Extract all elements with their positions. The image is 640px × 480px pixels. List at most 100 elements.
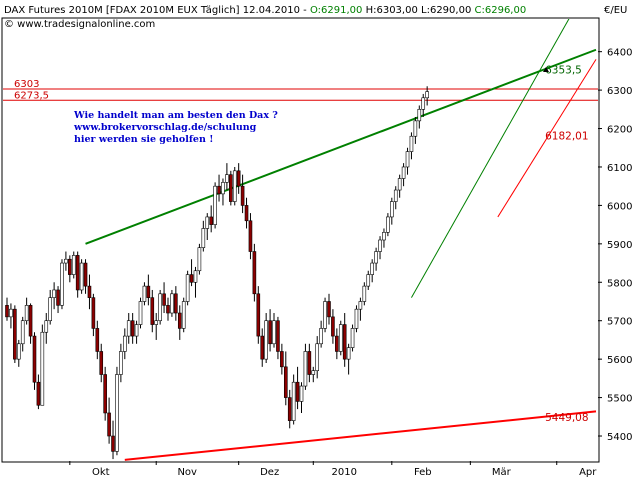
candle-body xyxy=(390,201,394,218)
copyright-text: © www.tradesignalonline.com xyxy=(4,19,155,30)
candle-body xyxy=(75,255,80,291)
y-tick-label: 6200 xyxy=(607,125,632,136)
candle-body xyxy=(350,328,355,348)
annotation-line-2: www.brokervorschlag.de/schulung xyxy=(73,122,257,133)
chart-header: DAX Futures 2010M [FDAX 2010M EUX Täglic… xyxy=(4,5,526,16)
candle-body xyxy=(68,258,72,275)
candle-body xyxy=(209,216,213,225)
candle-body xyxy=(417,109,422,122)
x-axis: Okt Nov Dez 2010 Feb Mär Apr xyxy=(69,461,597,478)
y-tick-label: 6300 xyxy=(607,86,632,97)
header-open: O:6291,00 xyxy=(310,5,362,16)
candle-body xyxy=(264,320,268,360)
value-label: 6353,5 xyxy=(545,65,582,77)
candle-body xyxy=(221,182,225,195)
y-tick-label: 5900 xyxy=(607,240,632,251)
candle-body xyxy=(268,320,272,345)
candle-body xyxy=(252,251,257,295)
x-tick-label: Okt xyxy=(92,467,110,478)
trendline-green-upper xyxy=(85,48,597,245)
candle-body xyxy=(260,335,265,360)
candle-body xyxy=(52,289,56,298)
candle-body xyxy=(299,385,304,402)
x-tick-label: 2010 xyxy=(332,467,357,478)
candle-body xyxy=(213,185,217,225)
candle-body xyxy=(44,320,49,333)
candle-body xyxy=(354,308,359,329)
candle-body xyxy=(393,189,398,202)
y-tick-label: 6100 xyxy=(607,163,632,174)
candle-body xyxy=(138,301,143,325)
y-tick-label: 6400 xyxy=(607,48,632,59)
candle-body xyxy=(60,262,64,306)
candle-body xyxy=(95,328,100,352)
candle-body xyxy=(327,301,331,318)
candle-body xyxy=(303,351,308,387)
level-label: 6273,5 xyxy=(14,90,49,101)
candle-body xyxy=(201,228,206,248)
level-label: 6303 xyxy=(14,79,39,90)
candle-body xyxy=(401,166,406,179)
candle-body xyxy=(311,370,316,375)
candle-body xyxy=(217,185,221,195)
candle-body xyxy=(115,374,119,452)
marker-triangle-icon xyxy=(543,67,549,72)
candle-body xyxy=(323,301,327,329)
candlesticks xyxy=(5,86,429,460)
candle-body xyxy=(87,285,92,298)
candle-body xyxy=(150,297,155,325)
candle-body xyxy=(79,262,84,291)
trendline-red-channel xyxy=(497,59,597,218)
candle-body xyxy=(342,324,347,360)
candle-body xyxy=(295,381,300,402)
candle-body xyxy=(107,412,111,437)
value-label: 6182,01 xyxy=(545,130,588,142)
candle-body xyxy=(346,347,351,360)
candle-body xyxy=(283,366,288,398)
candle-body xyxy=(272,320,276,345)
header-instrument: DAX Futures 2010M [FDAX 2010M EUX Täglic… xyxy=(4,5,310,16)
candle-body xyxy=(374,251,378,264)
candle-body xyxy=(189,274,194,283)
candle-body xyxy=(24,305,29,322)
annotation-line-3: hier werden sie geholfen ! xyxy=(74,134,213,145)
candle-body xyxy=(130,320,135,337)
candle-body xyxy=(280,351,284,368)
candle-body xyxy=(358,301,363,310)
candle-body xyxy=(248,220,253,252)
trendline-red-lower xyxy=(124,410,597,461)
y-tick-label: 5600 xyxy=(607,355,632,366)
candle-body xyxy=(315,343,320,371)
x-tick-label: Feb xyxy=(414,467,432,478)
trendline-green-channel xyxy=(411,19,570,298)
candle-body xyxy=(409,135,414,152)
candle-body xyxy=(56,289,60,306)
candle-body xyxy=(177,312,182,329)
candle-body xyxy=(319,328,323,345)
candle-body xyxy=(146,285,151,298)
candle-body xyxy=(276,320,280,352)
candle-body xyxy=(405,151,410,168)
y-tick-label: 5800 xyxy=(607,278,632,289)
candle-body xyxy=(48,297,52,322)
candle-body xyxy=(185,274,190,302)
candle-body xyxy=(162,293,166,306)
candle-body xyxy=(335,335,339,352)
candle-body xyxy=(287,397,292,421)
candle-body xyxy=(386,216,390,233)
y-tick-label: 5400 xyxy=(607,432,632,443)
x-tick-label: Apr xyxy=(579,467,597,478)
x-tick-label: Nov xyxy=(177,467,197,478)
value-label: 5449,08 xyxy=(545,412,588,424)
candle-body xyxy=(174,293,178,314)
candle-body xyxy=(244,205,249,222)
candle-body xyxy=(225,174,229,183)
value-labels: 6353,5 6182,01 5449,08 xyxy=(545,65,588,425)
candle-body xyxy=(142,285,147,302)
y-tick-label: 5700 xyxy=(607,317,632,328)
candle-body xyxy=(397,178,402,191)
candle-body xyxy=(181,301,186,329)
candle-body xyxy=(197,247,202,272)
